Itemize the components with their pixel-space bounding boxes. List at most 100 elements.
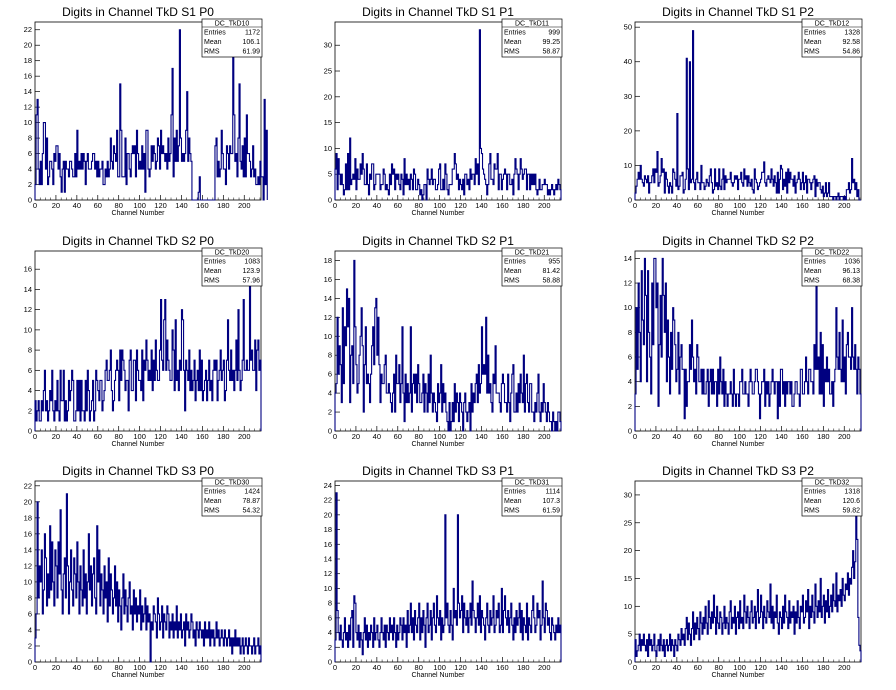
y-tick-label: 4 <box>328 389 332 398</box>
stats-value: 1083 <box>244 259 260 266</box>
x-tick-label: 180 <box>217 432 230 441</box>
x-tick-label: 100 <box>433 432 446 441</box>
stats-value: 78.87 <box>242 498 260 505</box>
x-tick-label: 0 <box>333 432 337 441</box>
y-tick-label: 2 <box>28 406 32 415</box>
stats-value: 1328 <box>844 30 860 37</box>
stats-name: DC_TkD32 <box>815 480 850 487</box>
x-tick-label: 0 <box>33 432 37 441</box>
stats-name: DC_TkD21 <box>515 250 550 257</box>
y-tick-label: 0 <box>328 196 332 205</box>
x-tick-label: 200 <box>838 201 851 210</box>
y-tick-label: 22 <box>24 25 32 34</box>
y-tick-label: 0 <box>28 427 32 436</box>
x-tick-label: 80 <box>715 663 723 672</box>
stats-box-frame <box>801 18 863 58</box>
x-tick-label: 180 <box>217 663 230 672</box>
stats-name: DC_TkD31 <box>515 480 550 487</box>
y-tick-label: 8 <box>28 346 32 355</box>
stats-label: Entries <box>504 30 526 37</box>
x-tick-label: 160 <box>496 201 509 210</box>
x-tick-label: 40 <box>73 201 81 210</box>
y-tick-label: 50 <box>624 23 632 32</box>
y-tick-label: 18 <box>324 525 332 534</box>
stats-label: RMS <box>804 278 820 285</box>
x-axis-title: Channel Number <box>712 210 766 217</box>
stats-box-frame <box>201 477 263 517</box>
plot-frame <box>34 21 262 201</box>
plot-frame <box>34 250 262 432</box>
y-tick-label: 4 <box>28 165 32 174</box>
stats-value: 81.42 <box>542 268 560 275</box>
stats-label: Mean <box>204 498 222 505</box>
y-tick-label: 10 <box>24 577 32 586</box>
x-tick-label: 20 <box>652 663 660 672</box>
stats-label: RMS <box>504 49 520 56</box>
y-tick-label: 10 <box>624 303 632 312</box>
y-tick-label: 2 <box>628 402 632 411</box>
x-tick-label: 0 <box>333 201 337 210</box>
y-tick-label: 4 <box>28 625 32 634</box>
y-tick-label: 8 <box>328 351 332 360</box>
panel-title: Digits in Channel TkD S1 P2 <box>662 5 814 19</box>
x-tick-label: 20 <box>352 201 360 210</box>
y-tick-label: 12 <box>324 569 332 578</box>
x-tick-label: 160 <box>796 432 809 441</box>
x-tick-label: 40 <box>73 663 81 672</box>
x-tick-label: 0 <box>633 663 637 672</box>
y-tick-label: 6 <box>328 613 332 622</box>
y-tick-label: 10 <box>324 144 332 153</box>
x-tick-label: 160 <box>496 432 509 441</box>
stats-value: 123.9 <box>242 268 260 275</box>
x-tick-label: 180 <box>217 201 230 210</box>
x-tick-label: 160 <box>496 663 509 672</box>
histogram-panel-1: Digits in Channel TkD S1 P00 20 40 60 80 100 1… <box>24 5 268 217</box>
stats-value: 58.88 <box>542 278 560 285</box>
x-tick-label: 0 <box>633 432 637 441</box>
x-tick-label: 120 <box>154 432 167 441</box>
stats-label: Mean <box>804 498 822 505</box>
x-tick-label: 20 <box>652 201 660 210</box>
x-tick-label: 40 <box>673 432 681 441</box>
panel-title: Digits in Channel TkD S3 P1 <box>362 464 514 478</box>
x-axis-title: Channel Number <box>412 672 466 679</box>
x-tick-label: 80 <box>115 432 123 441</box>
stats-label: Mean <box>804 39 822 46</box>
y-tick-label: 4 <box>628 377 632 386</box>
y-tick-label: 15 <box>624 574 632 583</box>
y-tick-label: 6 <box>28 609 32 618</box>
x-tick-label: 180 <box>817 432 830 441</box>
x-tick-label: 160 <box>196 663 209 672</box>
x-axis-title: Channel Number <box>112 441 166 448</box>
stats-value: 96.13 <box>842 268 860 275</box>
y-tick-label: 25 <box>324 67 332 76</box>
y-tick-label: 10 <box>24 325 32 334</box>
x-tick-label: 80 <box>715 201 723 210</box>
x-tick-label: 60 <box>394 432 402 441</box>
y-tick-label: 5 <box>328 170 332 179</box>
x-tick-label: 140 <box>175 201 188 210</box>
x-tick-label: 60 <box>394 663 402 672</box>
histogram-line <box>634 505 862 662</box>
stats-value: 120.6 <box>842 498 860 505</box>
stats-box: DC_TkD22 Entries 1036 Mean 96.13 RMS 68.38 <box>801 247 863 287</box>
x-tick-label: 180 <box>517 432 530 441</box>
y-tick-label: 6 <box>28 366 32 375</box>
y-tick-label: 12 <box>24 561 32 570</box>
stats-name: DC_TkD30 <box>215 480 250 487</box>
x-tick-label: 140 <box>475 201 488 210</box>
x-tick-label: 160 <box>796 663 809 672</box>
stats-box: DC_TkD11 Entries 999 Mean 99.25 RMS 58.87 <box>501 18 563 58</box>
y-tick-label: 4 <box>28 386 32 395</box>
y-tick-label: 14 <box>24 545 32 554</box>
y-tick-label: 4 <box>328 628 332 637</box>
stats-name: DC_TkD22 <box>815 250 850 257</box>
stats-box-frame <box>501 247 563 287</box>
histogram-panel-3: Digits in Channel TkD S1 P20 20 40 60 80 100 1… <box>624 5 863 217</box>
x-tick-label: 0 <box>33 663 37 672</box>
x-tick-label: 40 <box>373 432 381 441</box>
y-tick-label: 0 <box>328 427 332 436</box>
y-tick-label: 16 <box>324 275 332 284</box>
stats-box-frame <box>501 18 563 58</box>
stats-label: Mean <box>504 268 522 275</box>
